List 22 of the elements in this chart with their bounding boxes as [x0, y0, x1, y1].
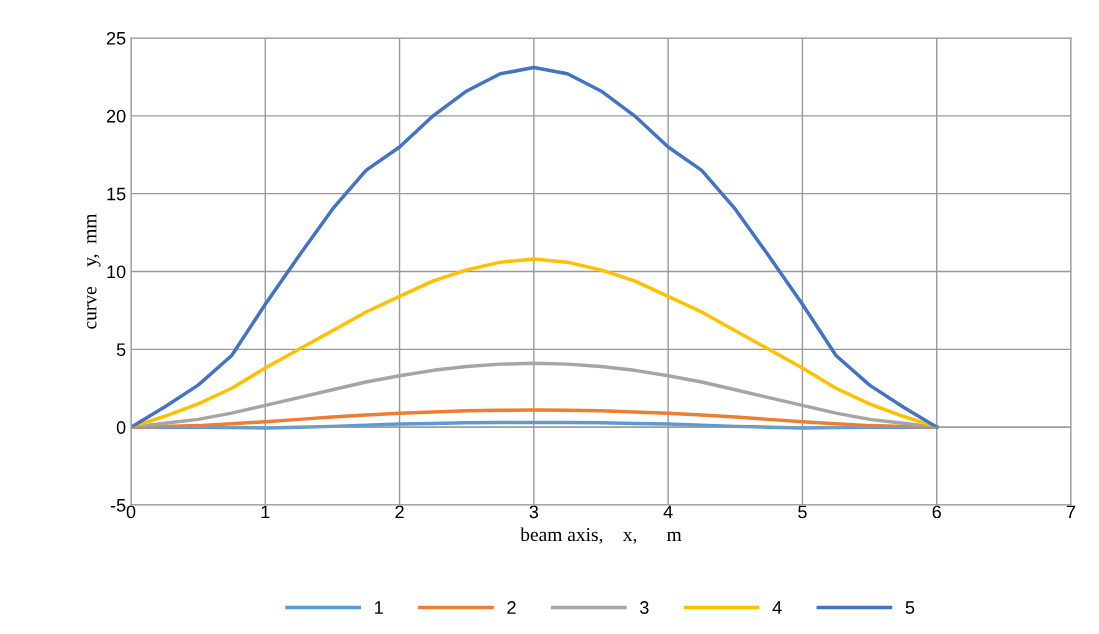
x-tick-label: 0: [126, 505, 136, 519]
x-tick-label: 5: [798, 505, 807, 519]
legend-label: 4: [772, 601, 782, 614]
x-tick-label: 3: [529, 505, 539, 519]
x-tick-label: 4: [663, 505, 673, 519]
legend-label: 5: [905, 601, 915, 614]
y-tick-label: 10: [107, 265, 126, 279]
x-axis-title: beam axis, x, m: [520, 527, 682, 544]
legend-label: 2: [507, 601, 516, 614]
legend-label: 1: [375, 601, 383, 614]
y-tick-label: 15: [107, 187, 126, 201]
y-tick-label: 25: [106, 31, 126, 45]
y-tick-label: -5: [110, 499, 126, 512]
x-tick-label: 1: [261, 505, 270, 519]
x-tick-label: 6: [932, 505, 941, 519]
y-tick-label: 20: [106, 109, 126, 123]
y-tick-label: 5: [116, 343, 126, 357]
x-tick-label: 7: [1066, 505, 1076, 519]
y-tick-label: 0: [116, 421, 126, 434]
legend-label: 3: [640, 601, 649, 614]
y-axis-title: curve y, mm: [87, 213, 101, 329]
x-tick-label: 2: [395, 505, 404, 519]
